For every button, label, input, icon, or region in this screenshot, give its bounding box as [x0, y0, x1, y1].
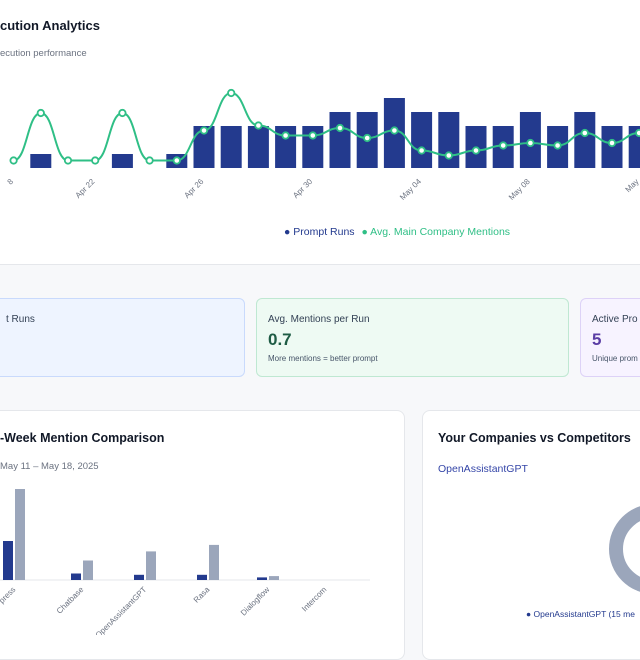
mentions-point [635, 128, 640, 138]
prompt-runs-bar [438, 112, 460, 168]
stat-label: Active Pro [592, 314, 638, 325]
prompt-runs-bar [574, 112, 596, 168]
prompt-runs-bar [193, 126, 215, 168]
week-date-range: May 11 – May 18, 2025 [0, 461, 99, 472]
mentions-point [118, 108, 127, 118]
week-bar-previous [15, 489, 25, 580]
mentions-point [499, 141, 508, 150]
legend-mentions[interactable]: ● Avg. Main Company Mentions [361, 226, 510, 238]
prompt-runs-bar [628, 126, 640, 168]
week-bar-current [134, 574, 144, 580]
week-bar-current [71, 573, 81, 580]
stat-sub: Unique prom [592, 354, 638, 363]
week-comparison-chart: press Chatbase OpenAssistantGPT Rasa Dialogf… [0, 489, 370, 635]
week-bar-current [3, 541, 13, 580]
week-category-label: Dialogflow [239, 585, 272, 618]
mentions-point [91, 156, 100, 165]
stat-value: 5 [592, 330, 602, 349]
x-tick-label: May 08 [507, 177, 532, 202]
mentions-point [254, 121, 263, 130]
week-comparison-card [0, 410, 405, 660]
x-tick-label: May [624, 177, 640, 194]
week-bar-current [257, 577, 267, 580]
mentions-point [199, 126, 209, 135]
mentions-point [227, 88, 236, 98]
prompt-runs-bar [329, 112, 351, 168]
stat-card-prompt-runs: t Runs [0, 298, 245, 377]
mentions-point [281, 131, 290, 140]
x-tick-label: Apr 26 [182, 177, 205, 200]
legend-dot-runs-icon: ● [284, 226, 291, 238]
week-title: -Week Mention Comparison [0, 431, 165, 445]
mentions-point [553, 141, 562, 150]
mentions-point [308, 131, 317, 140]
mentions-line [13, 91, 640, 162]
mentions-point [526, 138, 535, 148]
x-tick-label: Apr 30 [291, 177, 314, 200]
mentions-point [36, 108, 45, 118]
mentions-point [9, 156, 18, 165]
week-category-label: Rasa [192, 585, 212, 605]
mentions-point [471, 146, 481, 155]
donut-legend-label: OpenAssistantGPT (15 me [533, 609, 635, 619]
week-bar-previous [146, 551, 156, 580]
chart-legend: ● Prompt Runs ● Avg. Main Company Mentio… [284, 226, 510, 238]
mentions-point [390, 126, 399, 135]
week-category-label: Intercom [300, 585, 329, 614]
x-tick-label: Apr 22 [74, 177, 97, 200]
stat-card-avg-mentions: Avg. Mentions per Run 0.7 More mentions … [256, 298, 569, 377]
legend-mentions-label: Avg. Main Company Mentions [370, 226, 511, 238]
mentions-point [607, 138, 617, 148]
mentions-point [444, 151, 453, 160]
mentions-point [63, 156, 73, 165]
prompt-runs-chart: 8 Apr 22 Apr 26 Apr 30 May 04 May 08 May [6, 88, 640, 202]
prompt-runs-bar [220, 126, 242, 168]
x-tick-label: 8 [6, 177, 16, 187]
week-bar-previous [83, 560, 93, 580]
analytics-subtitle: ecution performance [0, 48, 87, 59]
stat-label: t Runs [6, 314, 35, 325]
company-link[interactable]: OpenAssistantGPT [438, 463, 528, 475]
mentions-point [172, 156, 181, 165]
donut-legend: ● OpenAssistantGPT (15 me [526, 609, 635, 619]
prompt-runs-bar [30, 154, 52, 168]
prompt-runs-bar [247, 126, 269, 168]
legend-prompt-runs[interactable]: ● Prompt Runs [284, 226, 357, 238]
week-category-label: Chatbase [55, 585, 86, 616]
mentions-point [417, 146, 426, 155]
prompt-runs-bar [111, 154, 133, 168]
companies-donut-chart [609, 506, 640, 592]
mentions-point [363, 133, 372, 143]
legend-dot-mentions-icon: ● [361, 226, 368, 238]
stat-label: Avg. Mentions per Run [268, 314, 370, 325]
week-category-label: press [0, 585, 17, 605]
stat-value: 0.7 [268, 330, 292, 349]
companies-title: Your Companies vs Competitors [438, 431, 631, 445]
stat-card-active-prompts: Active Pro 5 Unique prom [580, 298, 640, 377]
analytics-title: cution Analytics [0, 18, 100, 33]
week-category-label: OpenAssistantGPT [94, 585, 149, 635]
mentions-point [335, 123, 345, 133]
week-bar-previous [269, 576, 279, 580]
donut-ring [609, 506, 640, 592]
legend-dot-icon: ● [526, 609, 532, 619]
mentions-point [580, 128, 589, 138]
stat-sub: More mentions = better prompt [268, 354, 378, 363]
week-bar-previous [209, 544, 219, 580]
mentions-point [145, 156, 154, 165]
x-tick-label: May 04 [398, 177, 423, 202]
week-bar-current [197, 574, 207, 580]
legend-runs-label: Prompt Runs [293, 226, 355, 238]
prompt-runs-bar [411, 112, 433, 168]
